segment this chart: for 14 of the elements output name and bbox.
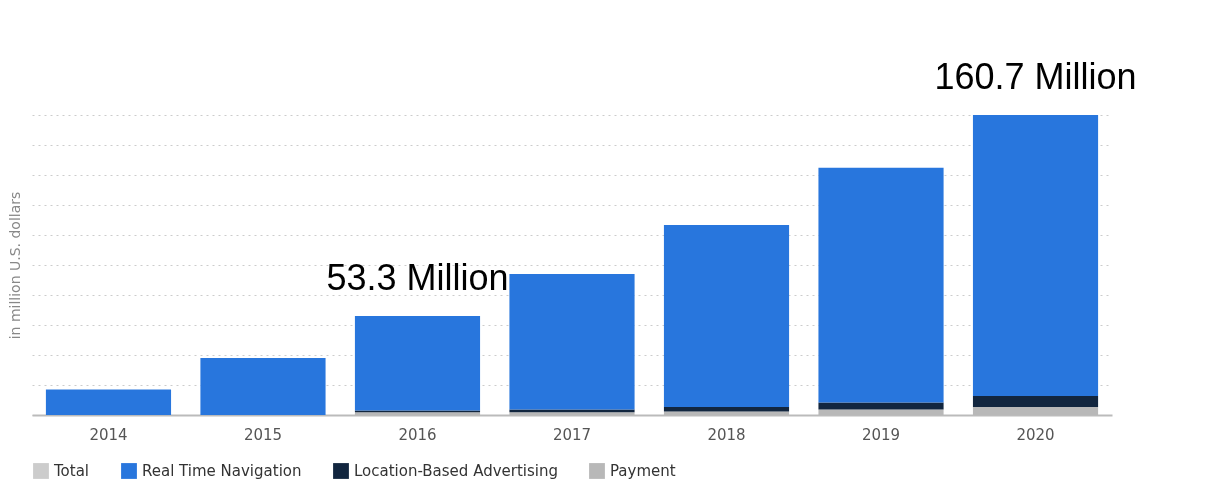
x-tick-label: 2018 <box>707 425 746 444</box>
x-tick-label: 2019 <box>861 425 901 444</box>
annotation: 160.7 Million <box>934 56 1137 97</box>
legend-label: Payment <box>610 462 676 480</box>
legend-label: Location-Based Advertising <box>354 462 558 480</box>
legend-label: Real Time Navigation <box>142 462 302 480</box>
annotation: 53.3 Million <box>326 257 509 298</box>
x-tick-label: 2016 <box>398 425 437 444</box>
x-tick-label: 2017 <box>552 425 592 444</box>
y-axis-title: in million U.S. dollars <box>6 191 23 340</box>
x-tick-label: 2020 <box>1016 425 1055 444</box>
x-tick-label: 2015 <box>243 425 283 444</box>
legend-label: Total <box>53 462 90 480</box>
x-tick-label: 2014 <box>89 425 128 444</box>
